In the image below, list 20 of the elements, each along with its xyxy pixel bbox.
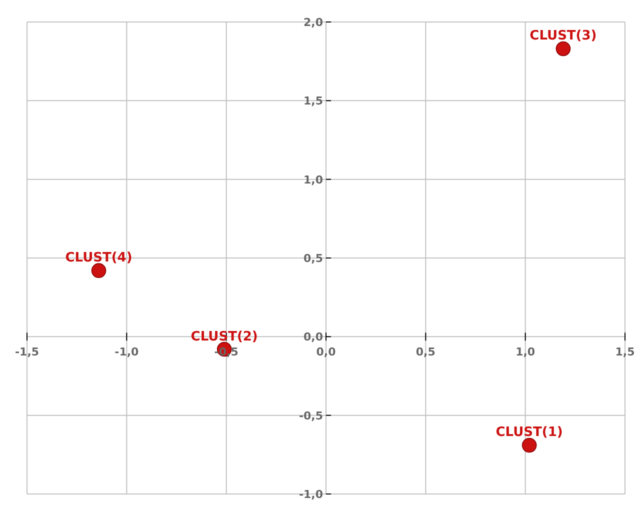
x-tick-label: 0,5 — [416, 346, 436, 359]
point — [522, 438, 537, 453]
y-tick-label: 1,5 — [304, 94, 323, 108]
y-tick-label: 0,0 — [304, 330, 324, 344]
x-tick-label: -0,5 — [214, 346, 238, 359]
y-tick-label: -1,0 — [298, 488, 324, 501]
annotation: CLUST(4) — [65, 250, 132, 266]
annotation: CLUST(1) — [496, 425, 563, 440]
point — [91, 263, 106, 278]
annotation: CLUST(3) — [530, 28, 597, 44]
x-tick-label: -1,0 — [114, 346, 140, 359]
y-tick-label: 2,0 — [304, 16, 324, 29]
x-tick-label: 0,0 — [316, 346, 336, 359]
y-tick-label: -0,5 — [298, 409, 323, 422]
y-tick-label: 1,0 — [304, 173, 324, 186]
x-tick-label: 1,0 — [516, 346, 536, 359]
x-tick-label: 1,5 — [615, 346, 635, 359]
point — [556, 41, 571, 56]
x-tick-label: -1,5 — [14, 346, 40, 359]
y-tick-label: 0,5 — [304, 252, 323, 265]
